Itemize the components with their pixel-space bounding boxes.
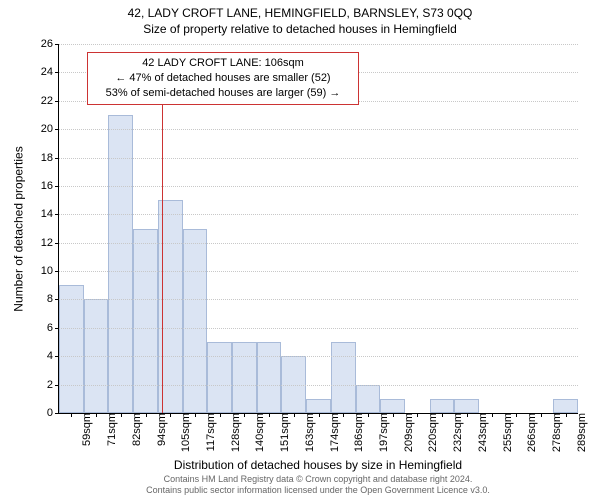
ytick-label: 10 (41, 265, 59, 277)
xtick-mark (368, 413, 369, 417)
xtick-label: 151sqm (273, 413, 291, 452)
xtick-mark (343, 413, 344, 417)
bar (356, 385, 381, 413)
xtick-label: 289sqm (570, 413, 588, 452)
gridline-y (59, 214, 578, 215)
xtick-mark (269, 413, 270, 417)
xtick-label: 186sqm (347, 413, 365, 452)
bar (380, 399, 405, 413)
gridline-y (59, 299, 578, 300)
callout-line-2: ← 47% of detached houses are smaller (52… (94, 71, 352, 86)
xtick-mark (96, 413, 97, 417)
ytick-label: 4 (47, 350, 59, 362)
xtick-mark (467, 413, 468, 417)
bar (306, 399, 331, 413)
callout-box: 42 LADY CROFT LANE: 106sqm← 47% of detac… (87, 52, 359, 105)
xtick-label: 220sqm (421, 413, 439, 452)
gridline-y (59, 271, 578, 272)
ytick-label: 18 (41, 152, 59, 164)
ytick-label: 24 (41, 66, 59, 78)
bar (553, 399, 578, 413)
xtick-label: 128sqm (224, 413, 242, 452)
xtick-mark (244, 413, 245, 417)
ytick-label: 26 (41, 38, 59, 50)
bar (257, 342, 282, 413)
xtick-label: 266sqm (520, 413, 538, 452)
gridline-y (59, 356, 578, 357)
ytick-label: 0 (47, 407, 59, 419)
footer: Contains HM Land Registry data © Crown c… (58, 474, 578, 496)
callout-line-1: 42 LADY CROFT LANE: 106sqm (94, 56, 352, 71)
xtick-mark (170, 413, 171, 417)
bar (331, 342, 356, 413)
callout-line-3: 53% of semi-detached houses are larger (… (94, 86, 352, 101)
bar (430, 399, 455, 413)
xtick-label: 71sqm (100, 413, 118, 446)
ytick-label: 6 (47, 322, 59, 334)
xtick-label: 59sqm (75, 413, 93, 446)
xtick-mark (442, 413, 443, 417)
bar (232, 342, 257, 413)
xtick-label: 163sqm (298, 413, 316, 452)
bar (108, 115, 133, 413)
xtick-label: 209sqm (397, 413, 415, 452)
xtick-mark (492, 413, 493, 417)
gridline-y (59, 44, 578, 45)
ytick-label: 20 (41, 123, 59, 135)
ytick-label: 8 (47, 293, 59, 305)
xtick-label: 94sqm (150, 413, 168, 446)
marker-line (162, 96, 163, 413)
xtick-label: 255sqm (496, 413, 514, 452)
footer-line-1: Contains HM Land Registry data © Crown c… (58, 474, 578, 485)
ytick-label: 12 (41, 237, 59, 249)
xtick-mark (71, 413, 72, 417)
xtick-mark (121, 413, 122, 417)
gridline-y (59, 186, 578, 187)
bar (454, 399, 479, 413)
xtick-mark (417, 413, 418, 417)
xtick-mark (516, 413, 517, 417)
xtick-mark (220, 413, 221, 417)
bar (59, 285, 84, 413)
gridline-y (59, 129, 578, 130)
x-axis-label: Distribution of detached houses by size … (58, 458, 578, 472)
ytick-label: 22 (41, 95, 59, 107)
title-sub: Size of property relative to detached ho… (0, 22, 600, 36)
xtick-mark (393, 413, 394, 417)
xtick-mark (146, 413, 147, 417)
y-axis-label-text: Number of detached properties (12, 146, 26, 311)
xtick-mark (294, 413, 295, 417)
gridline-y (59, 158, 578, 159)
xtick-mark (195, 413, 196, 417)
xtick-label: 140sqm (248, 413, 266, 452)
y-axis-label: Number of detached properties (12, 44, 26, 414)
xtick-mark (319, 413, 320, 417)
xtick-label: 197sqm (372, 413, 390, 452)
ytick-label: 14 (41, 208, 59, 220)
xtick-mark (566, 413, 567, 417)
gridline-y (59, 243, 578, 244)
ytick-label: 16 (41, 180, 59, 192)
xtick-label: 105sqm (174, 413, 192, 452)
xtick-label: 278sqm (545, 413, 563, 452)
figure: 42, LADY CROFT LANE, HEMINGFIELD, BARNSL… (0, 0, 600, 500)
footer-line-2: Contains public sector information licen… (58, 485, 578, 496)
xtick-label: 82sqm (125, 413, 143, 446)
xtick-label: 232sqm (446, 413, 464, 452)
xtick-label: 117sqm (199, 413, 217, 451)
ytick-label: 2 (47, 379, 59, 391)
gridline-y (59, 385, 578, 386)
plot-area: 0246810121416182022242659sqm71sqm82sqm94… (58, 44, 578, 414)
xtick-label: 174sqm (323, 413, 341, 452)
xtick-label: 243sqm (471, 413, 489, 452)
xtick-mark (541, 413, 542, 417)
gridline-y (59, 328, 578, 329)
title-main: 42, LADY CROFT LANE, HEMINGFIELD, BARNSL… (0, 6, 600, 20)
bar (207, 342, 232, 413)
